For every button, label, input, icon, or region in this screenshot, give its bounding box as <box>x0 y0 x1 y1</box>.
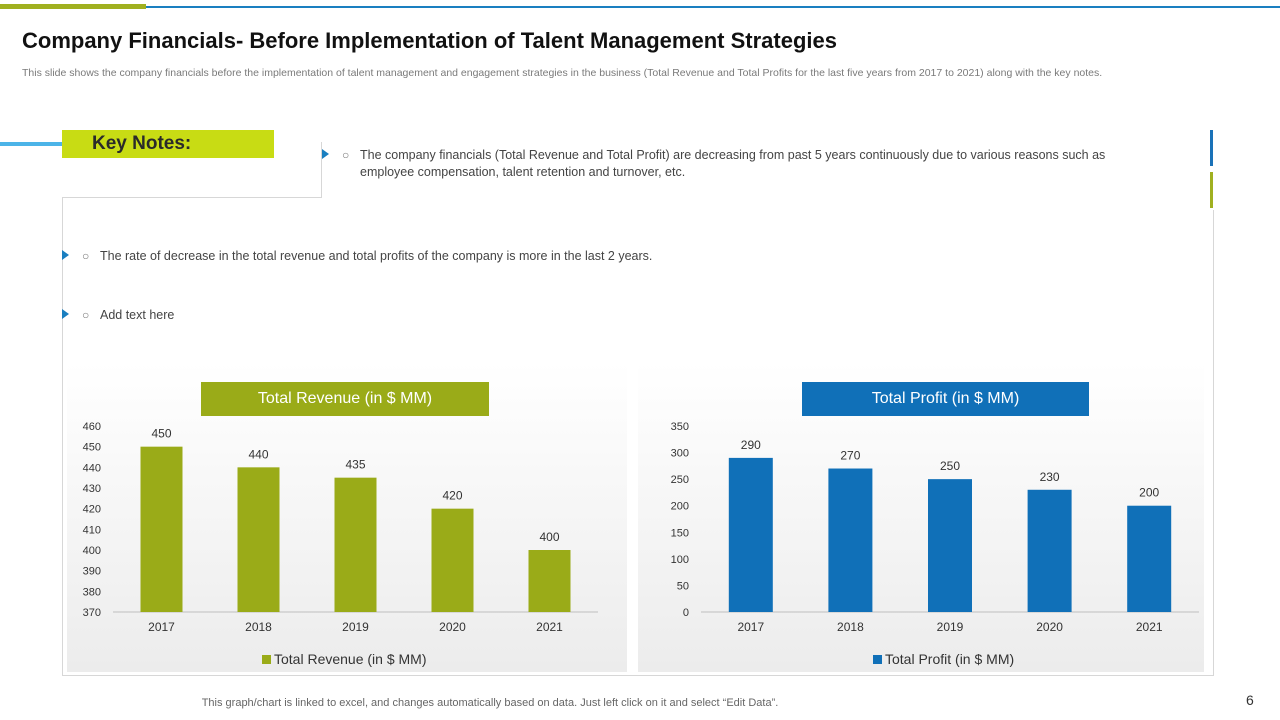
y-tick-label: 250 <box>671 474 689 486</box>
slide-title: Company Financials- Before Implementatio… <box>22 28 837 53</box>
y-tick-label: 100 <box>671 554 689 566</box>
arrow-bullet-icon <box>322 149 329 159</box>
bar-2021 <box>528 550 571 612</box>
x-tick-label: 2019 <box>342 620 369 634</box>
key-notes-frame <box>62 142 322 198</box>
y-tick-label: 300 <box>671 448 689 460</box>
key-note-text: The company financials (Total Revenue an… <box>360 148 1106 179</box>
top-accent-bar <box>0 4 146 9</box>
data-label: 435 <box>345 458 365 472</box>
x-tick-label: 2021 <box>536 620 563 634</box>
x-tick-label: 2021 <box>1136 620 1163 634</box>
bar-2017 <box>728 457 773 612</box>
arrow-bullet-icon <box>62 309 69 319</box>
y-tick-label: 460 <box>83 421 101 433</box>
y-tick-label: 440 <box>83 462 101 474</box>
profit-chart-title: Total Profit (in $ MM) <box>802 382 1089 416</box>
y-tick-label: 150 <box>671 527 689 539</box>
right-accent-green <box>1210 172 1213 208</box>
data-label: 400 <box>539 530 559 544</box>
right-accent-blue <box>1210 130 1213 166</box>
key-note-2: ○ The rate of decrease in the total reve… <box>62 248 962 266</box>
bar-2021 <box>1127 505 1172 612</box>
arrow-bullet-icon <box>62 250 69 260</box>
y-tick-label: 390 <box>83 566 101 578</box>
data-label: 200 <box>1139 486 1159 500</box>
bar-2020 <box>431 508 474 612</box>
x-tick-label: 2018 <box>245 620 272 634</box>
x-tick-label: 2017 <box>148 620 175 634</box>
x-tick-label: 2018 <box>837 620 864 634</box>
slide-subtitle: This slide shows the company financials … <box>22 67 1103 79</box>
revenue-legend-swatch <box>262 655 271 664</box>
data-label: 270 <box>840 449 860 463</box>
x-tick-label: 2020 <box>1036 620 1063 634</box>
profit-bar-chart[interactable]: 0 50 100 150 200 250 300 350 290 2017 270 2018 250 20… <box>638 416 1204 642</box>
data-label: 290 <box>741 438 761 452</box>
bar-2019 <box>334 477 377 612</box>
bar-2017 <box>140 446 183 612</box>
circle-bullet-icon: ○ <box>342 148 350 162</box>
bar-2018 <box>237 467 280 612</box>
page-number: 6 <box>1246 692 1254 708</box>
bar-2019 <box>928 479 972 612</box>
top-accent-line <box>0 6 1280 8</box>
profit-legend-swatch <box>873 655 882 664</box>
data-label: 420 <box>442 489 462 503</box>
revenue-legend: Total Revenue (in $ MM) <box>262 651 427 667</box>
content-frame <box>62 198 1214 676</box>
bar-2018 <box>828 468 873 612</box>
y-tick-label: 450 <box>83 442 101 454</box>
y-tick-label: 370 <box>83 607 101 619</box>
y-tick-label: 380 <box>83 586 101 598</box>
data-label: 450 <box>151 427 171 441</box>
y-tick-label: 420 <box>83 504 101 516</box>
left-accent-line <box>0 142 64 146</box>
circle-bullet-icon: ○ <box>82 308 90 322</box>
profit-legend: Total Profit (in $ MM) <box>873 651 1014 667</box>
revenue-bar-chart[interactable]: 370 380 390 400 410 420 430 440 450 460 450 2017 440… <box>67 416 627 642</box>
profit-legend-label: Total Profit (in $ MM) <box>885 651 1015 667</box>
y-tick-label: 200 <box>671 501 689 513</box>
data-label: 230 <box>1040 470 1060 484</box>
y-tick-label: 0 <box>683 607 689 619</box>
footer-note: This graph/chart is linked to excel, and… <box>201 697 779 709</box>
revenue-chart-title: Total Revenue (in $ MM) <box>201 382 489 416</box>
data-label: 250 <box>940 459 960 473</box>
y-tick-label: 400 <box>83 545 101 557</box>
frame-right-line <box>1213 210 1214 676</box>
key-note-3[interactable]: ○ Add text here <box>62 307 462 325</box>
y-tick-label: 350 <box>671 421 689 433</box>
y-tick-label: 430 <box>83 483 101 495</box>
x-tick-label: 2019 <box>937 620 964 634</box>
x-tick-label: 2017 <box>737 620 764 634</box>
key-note-text[interactable]: Add text here <box>100 308 175 322</box>
key-note-text: The rate of decrease in the total revenu… <box>100 249 653 263</box>
y-tick-label: 50 <box>677 580 689 592</box>
key-notes-heading: Key Notes: <box>62 130 274 158</box>
circle-bullet-icon: ○ <box>82 249 90 263</box>
revenue-legend-label: Total Revenue (in $ MM) <box>274 651 427 667</box>
key-note-1: ○ The company financials (Total Revenue … <box>322 147 1162 183</box>
x-tick-label: 2020 <box>439 620 466 634</box>
y-tick-label: 410 <box>83 524 101 536</box>
data-label: 440 <box>248 447 268 461</box>
bar-2020 <box>1027 489 1072 612</box>
